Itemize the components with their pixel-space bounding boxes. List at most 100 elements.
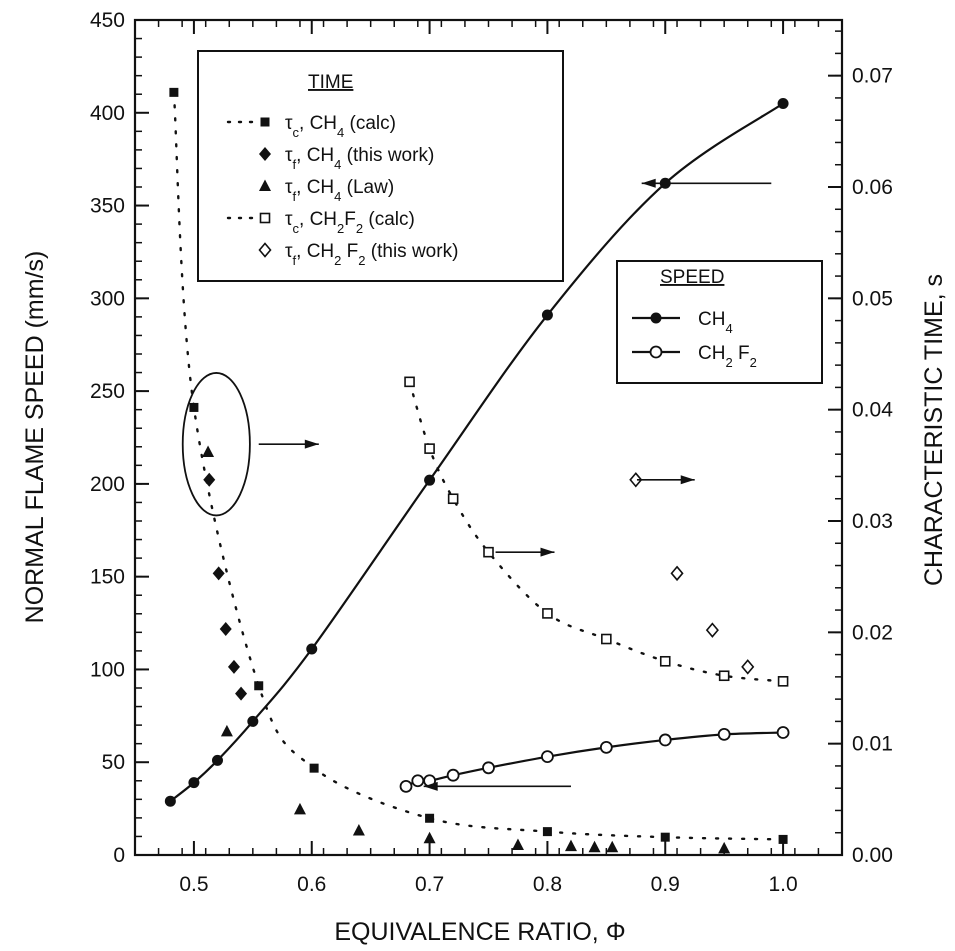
ch4-tau-f-law-point bbox=[564, 839, 577, 852]
ch2f2-tau-c-calc-point bbox=[659, 655, 671, 667]
ch2f2-speed-point bbox=[446, 768, 460, 782]
y-right-tick-label: 0.00 bbox=[852, 844, 893, 867]
speed-legend-box bbox=[616, 260, 823, 384]
ch2f2-tau-c-calc-point bbox=[777, 676, 789, 687]
y-axis-right-title: CHARACTERISTIC TIME, s bbox=[920, 274, 948, 586]
time-legend-box bbox=[197, 50, 564, 282]
y-right-tick-label: 0.02 bbox=[852, 621, 893, 644]
arrow-head bbox=[641, 178, 656, 188]
ch4-tau-c-calc-point bbox=[425, 813, 435, 823]
legend-time-marker bbox=[259, 212, 271, 224]
legend-time-marker bbox=[258, 242, 272, 258]
x-tick-label: 0.6 bbox=[297, 873, 326, 896]
ch4-tau-f-law-point bbox=[293, 802, 306, 815]
x-tick-label: 1.0 bbox=[768, 873, 797, 896]
x-tick-label: 0.9 bbox=[651, 873, 680, 896]
ch4-tau-f-law-point bbox=[423, 831, 436, 844]
y-right-tick-label: 0.06 bbox=[852, 176, 893, 199]
ch2f2-tau-c-calc-point bbox=[542, 608, 553, 619]
speed-legend: SPEED CH4 CH2 F2 bbox=[616, 260, 823, 384]
x-tick-label: 0.7 bbox=[415, 873, 444, 896]
legend-speed-label: CH4 bbox=[698, 309, 733, 336]
ch4-tau-f-law-point bbox=[588, 840, 601, 853]
ch4-tau-f-law-point bbox=[718, 841, 731, 854]
y-right-tick-label: 0.04 bbox=[852, 399, 893, 422]
ch4-speed-point bbox=[164, 795, 176, 807]
legend-time-label: τf, CH2 F2 (this work) bbox=[285, 241, 458, 268]
ch2f2-tau-c-calc-point bbox=[404, 376, 415, 388]
ch4-tau-c-calc-point bbox=[309, 763, 319, 773]
y-left-tick-label: 400 bbox=[90, 102, 125, 125]
y-left-tick-label: 0 bbox=[113, 844, 125, 867]
ch4-speed-point bbox=[541, 309, 553, 321]
ch2f2-speed-point bbox=[482, 761, 495, 775]
legend-speed-marker bbox=[650, 312, 662, 324]
ch4-tau-f-this-work-point bbox=[227, 659, 240, 674]
ch4-speed-point bbox=[188, 777, 200, 789]
ch2f2-speed-point bbox=[658, 733, 672, 747]
x-tick-label: 0.5 bbox=[179, 873, 208, 896]
y-left-tick-label: 450 bbox=[90, 9, 125, 32]
ch4-tau-f-law-point bbox=[352, 824, 365, 836]
ch2f2-speed-point bbox=[411, 774, 425, 788]
y-right-tick-label: 0.03 bbox=[852, 510, 893, 533]
ch4-speed-point bbox=[424, 474, 436, 486]
ch2f2-tau-f-this-work-point bbox=[705, 622, 719, 638]
ch4-tau-f-law-point bbox=[220, 724, 233, 737]
ch4-speed-point bbox=[211, 754, 223, 766]
ch4-tau-c-calc-point bbox=[254, 681, 264, 691]
legend-time-label: τc, CH4 (calc) bbox=[285, 113, 396, 140]
ch2f2-speed-point bbox=[599, 740, 613, 754]
y-left-tick-label: 100 bbox=[90, 658, 125, 681]
ch4-speed-point bbox=[306, 643, 318, 655]
arrow-head bbox=[540, 547, 555, 557]
legend-time-marker bbox=[260, 117, 270, 127]
ch4-tau-f-this-work-point bbox=[235, 686, 248, 701]
ch4-tau-c-calc-point bbox=[778, 834, 788, 844]
ch4-tau-c-calc-point bbox=[169, 87, 179, 97]
ch2f2-tau-c-calc-point bbox=[601, 633, 612, 645]
y-left-tick-label: 50 bbox=[102, 751, 125, 774]
y-left-tick-label: 250 bbox=[90, 380, 125, 403]
y-right-tick-label: 0.05 bbox=[852, 287, 893, 310]
ch2f2-tau-c-calc-point bbox=[483, 546, 494, 558]
ch2f2-tau-c-calc-point bbox=[447, 493, 459, 505]
ch2f2-speed-point bbox=[541, 750, 554, 764]
ch2f2-tau-c-calc-point bbox=[424, 443, 435, 454]
ch4-tau-c-calc-point bbox=[189, 402, 199, 412]
legend-time-label: τf, CH4 (Law) bbox=[285, 177, 394, 204]
legend-speed-marker bbox=[649, 345, 663, 359]
ch4-tau-c-calc-point bbox=[660, 832, 670, 842]
ch4-speed-point bbox=[777, 98, 789, 109]
ch4-tau-c-calc-point bbox=[542, 827, 552, 837]
y-right-tick-label: 0.01 bbox=[852, 733, 893, 756]
legend-time-marker bbox=[259, 147, 271, 161]
legend-time-label: τc, CH2F2 (calc) bbox=[285, 209, 415, 236]
y-left-tick-label: 300 bbox=[90, 287, 125, 310]
legend-speed-label: CH2 F2 bbox=[698, 343, 757, 370]
ch4-tau-f-this-work-point bbox=[219, 621, 232, 636]
y-axis-left-title: NORMAL FLAME SPEED (mm/s) bbox=[21, 251, 49, 624]
ch4-tau-f-law-point bbox=[511, 838, 524, 850]
ch2f2-tau-c-calc-point bbox=[718, 670, 730, 682]
ch2f2-speed-point bbox=[776, 726, 790, 739]
time-legend: TIME τc, CH4 (calc) τf, CH4 (this work) τf… bbox=[197, 50, 564, 282]
ch4-speed-line bbox=[169, 102, 784, 803]
speed-legend-heading: SPEED bbox=[660, 267, 724, 288]
ch2f2-tau-f-this-work-point bbox=[741, 659, 755, 675]
y-left-tick-label: 150 bbox=[90, 566, 125, 589]
ch4-tau-f-law-point bbox=[606, 840, 619, 853]
time-legend-heading: TIME bbox=[308, 72, 353, 93]
y-left-tick-label: 200 bbox=[90, 473, 125, 496]
ch4-tau-f-this-work-point bbox=[203, 472, 216, 487]
arrow-head bbox=[304, 439, 319, 449]
ch2f2-speed-point bbox=[399, 779, 413, 793]
ch2f2-speed-point bbox=[717, 727, 731, 741]
ch2f2-tau-f-this-work-point bbox=[670, 565, 684, 582]
ch4-speed-point bbox=[247, 715, 259, 727]
y-right-tick-label: 0.07 bbox=[852, 65, 893, 88]
arrow-head bbox=[423, 781, 438, 791]
y-left-tick-label: 350 bbox=[90, 195, 125, 218]
ch4-tau-f-law-point bbox=[202, 445, 215, 457]
legend-time-marker bbox=[259, 179, 271, 191]
